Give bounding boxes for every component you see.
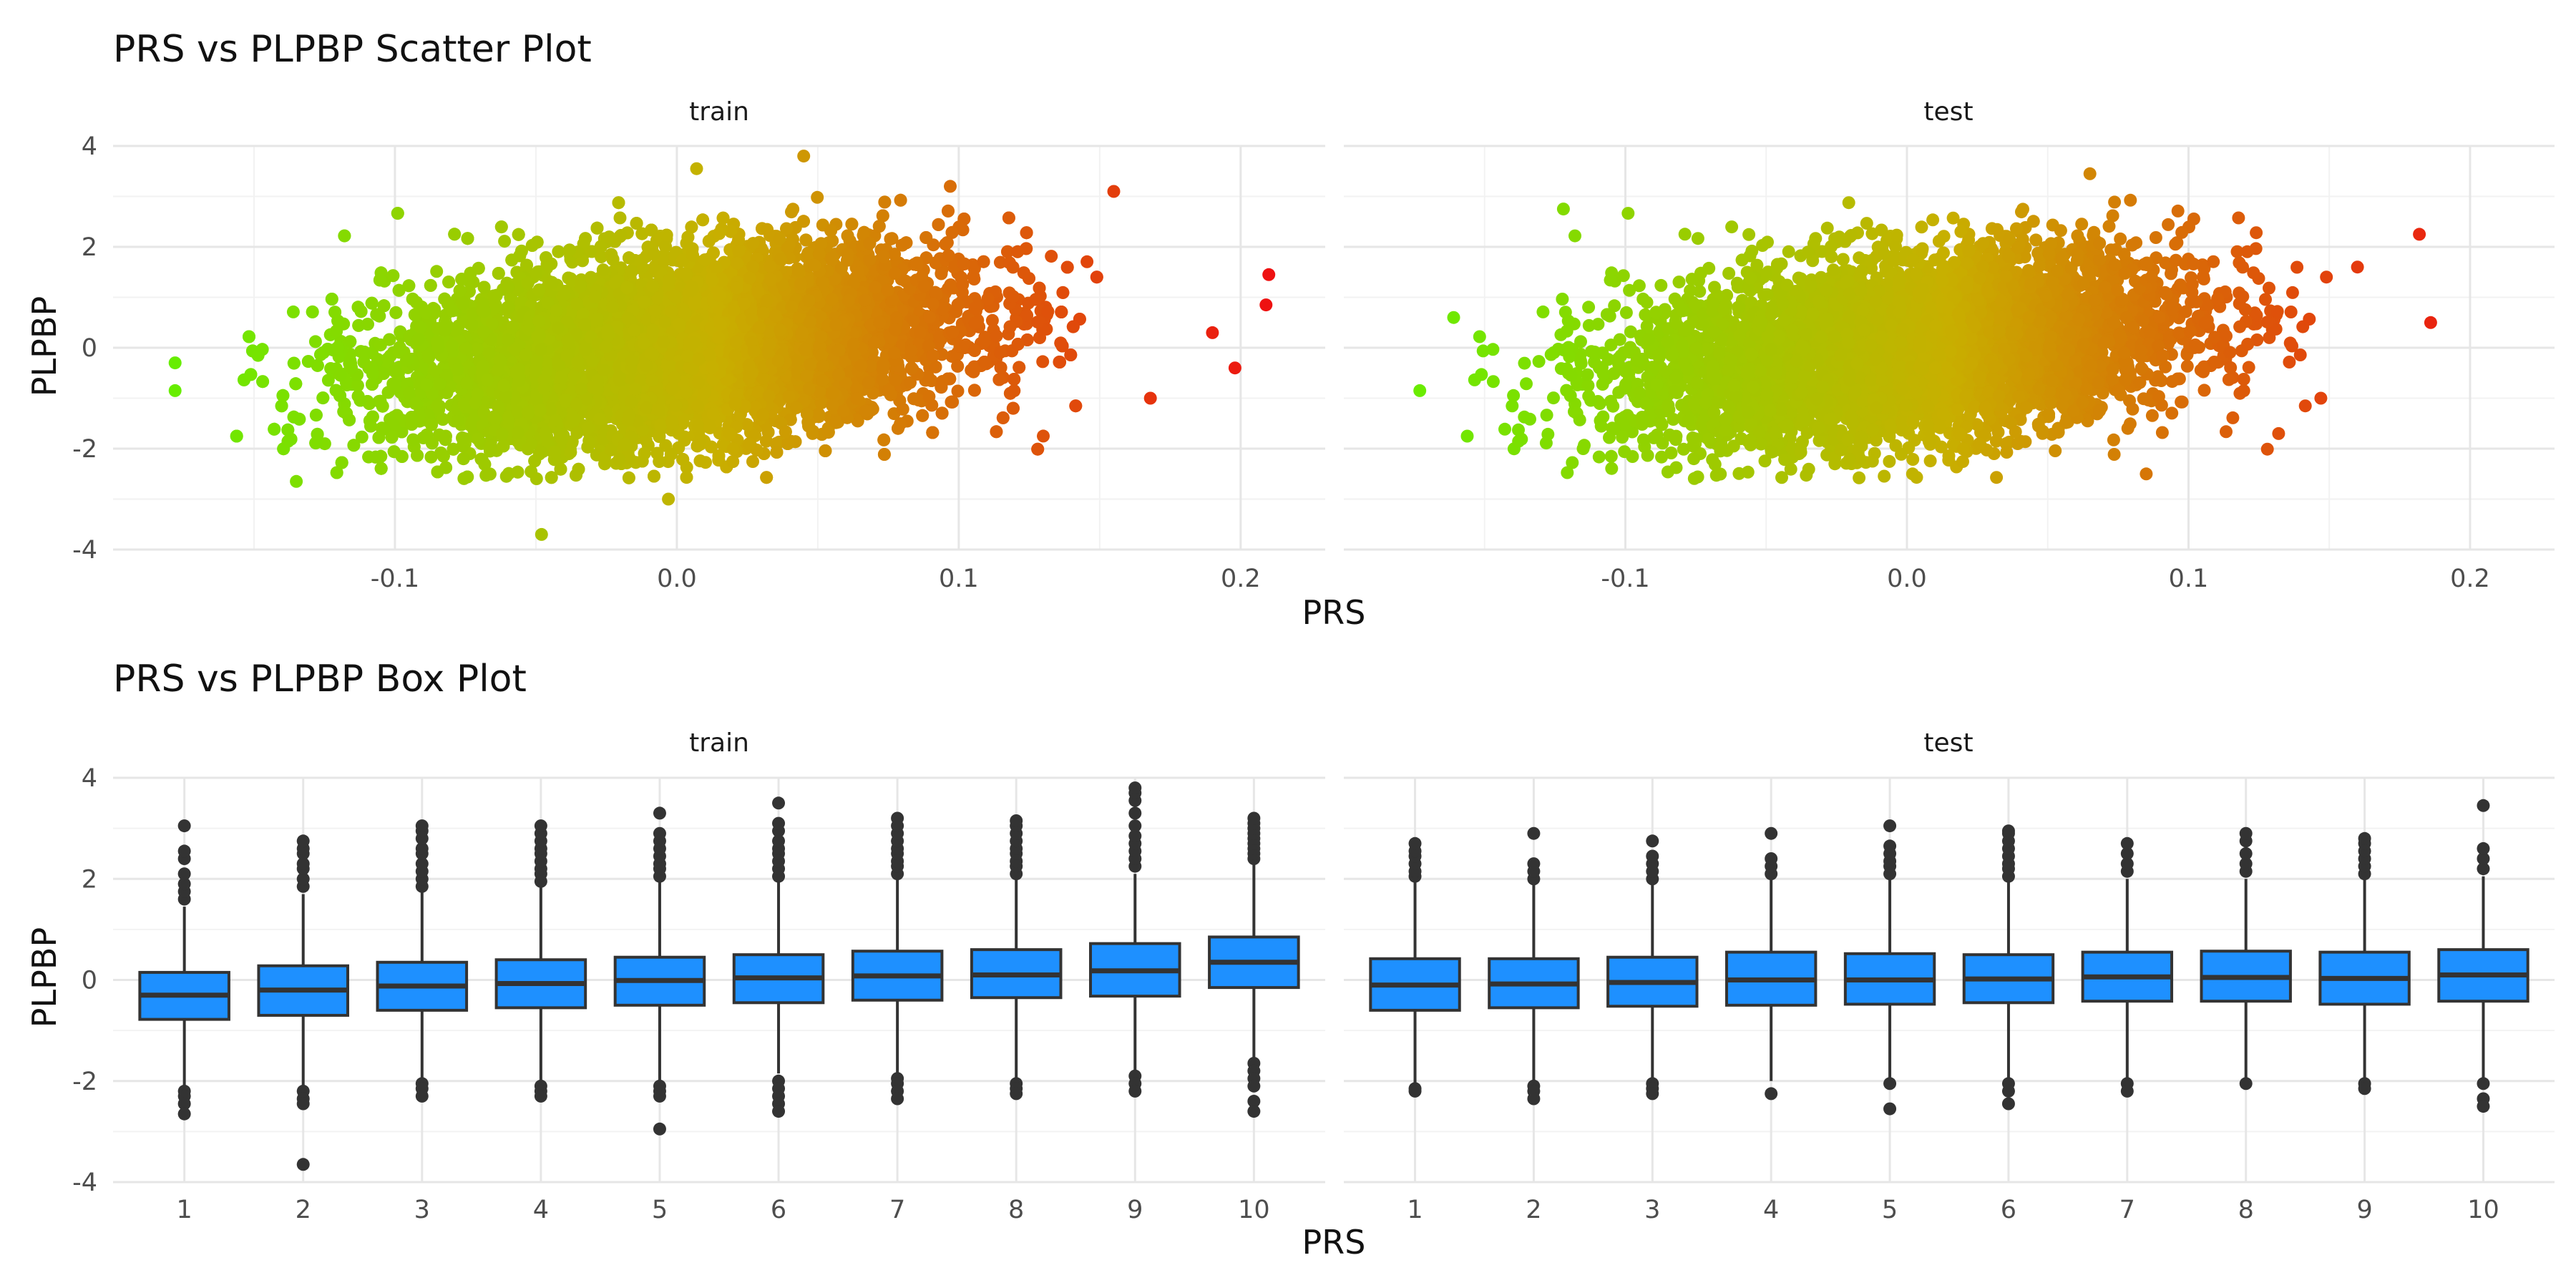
scatter-point [355,430,369,444]
scatter-point [308,335,322,348]
box-strip-test: test [1923,728,1973,758]
scatter-point [1045,250,1058,263]
box-x-axis-title: PRS [1302,1223,1366,1262]
x-tick-label: 0.1 [939,565,979,593]
box-y-axis-title: PLPBP [25,927,64,1028]
x-tick-label: 0.2 [1221,565,1261,593]
y-tick-label: 0 [82,334,97,363]
scatter-title: PRS vs PLPBP Scatter Plot [113,28,592,71]
scatter-point [1036,355,1050,369]
scatter-point [321,374,335,387]
scatter-point [811,190,824,204]
scatter-point [498,235,512,248]
scatter-point [286,305,300,318]
scatter-point [951,384,965,398]
scatter-point [530,472,543,485]
scatter-y-axis-title: PLPBP [25,296,64,396]
scatter-x-axis-title: PRS [1302,593,1366,632]
box-title: PRS vs PLPBP Box Plot [113,658,527,701]
y-tick-label: 2 [82,233,97,262]
scatter-panel-train: -0.1 0.0 0.1 0.2 -4 -2 0 2 4 [72,132,1325,593]
x-tick-label: -0.1 [371,565,419,593]
scatter-point [430,265,444,278]
scatter-strip-train: train [689,97,749,127]
scatter-point [746,455,759,468]
y-tick-label: -4 [72,536,97,565]
scatter-strip-test: test [1923,97,1973,127]
y-tick-label: 4 [82,132,97,161]
scatter-point [985,313,999,327]
scatter-point [1080,255,1094,268]
y-tick-label: -2 [72,435,97,464]
scatter-point [993,255,1007,269]
x-tick-label: 0.0 [657,565,697,593]
scatter-point [613,211,627,225]
box-strip-train: train [689,728,749,758]
